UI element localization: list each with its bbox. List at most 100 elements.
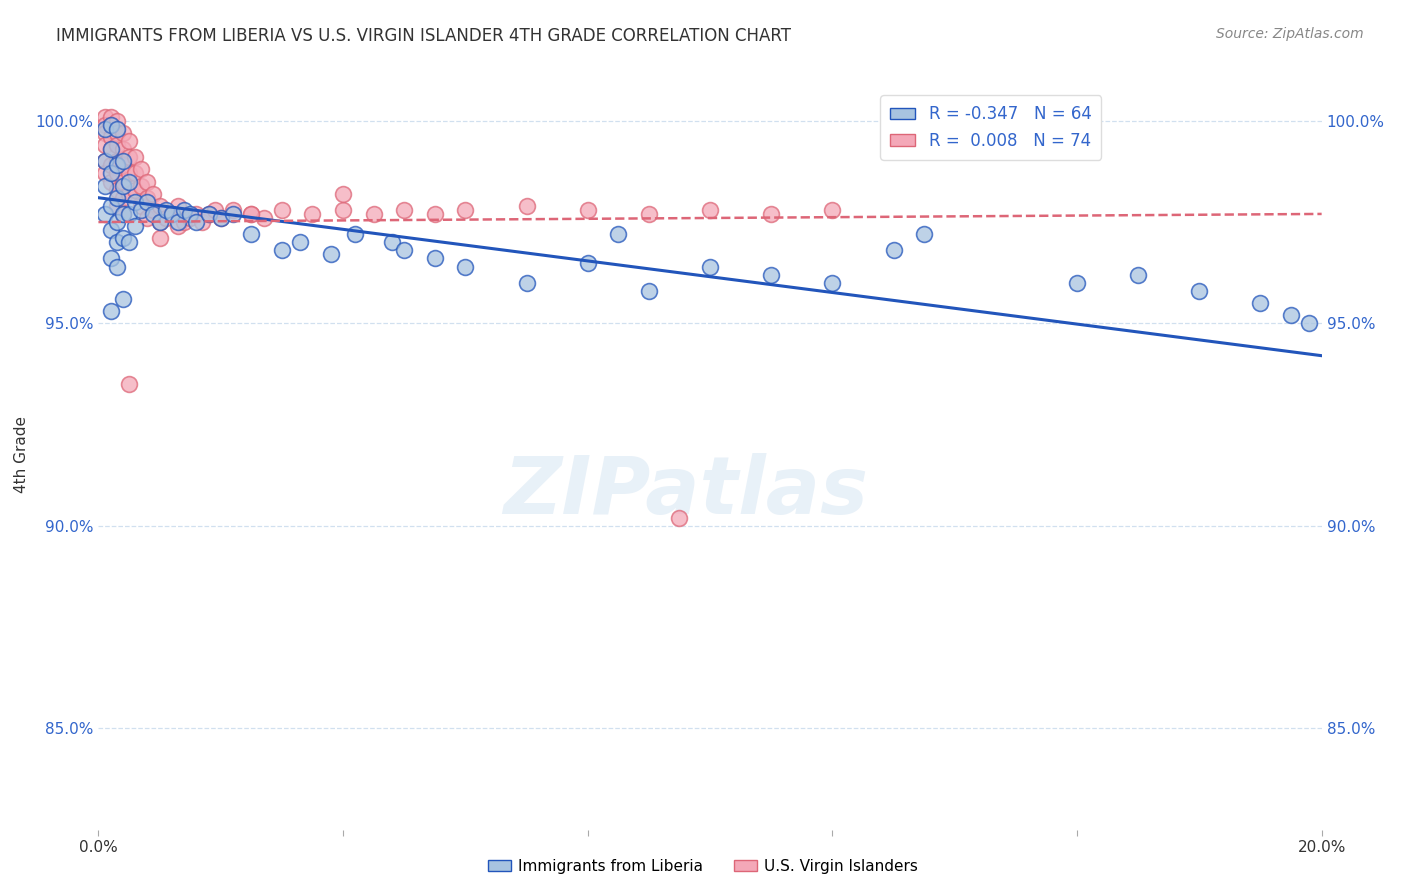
Point: [290, 235, 312, 250]
Point: [100, 118, 122, 132]
Point: [344, 227, 367, 242]
Point: [124, 219, 146, 233]
Point: [142, 186, 165, 201]
Point: [160, 207, 183, 221]
Text: ZIPatlas: ZIPatlas: [503, 453, 868, 532]
Point: [363, 207, 385, 221]
Point: [111, 191, 134, 205]
Point: [105, 166, 128, 180]
Point: [173, 202, 195, 217]
Point: [129, 202, 152, 217]
Point: [100, 158, 122, 172]
Point: [454, 260, 477, 274]
Point: [111, 207, 134, 221]
Y-axis label: 4th Grade: 4th Grade: [14, 417, 28, 493]
Point: [668, 510, 690, 524]
Point: [167, 215, 190, 229]
Point: [204, 202, 226, 217]
Point: [136, 194, 159, 209]
Point: [111, 231, 134, 245]
Point: [699, 260, 721, 274]
Point: [319, 247, 342, 261]
Point: [105, 126, 128, 140]
Point: [222, 202, 245, 217]
Legend: Immigrants from Liberia, U.S. Virgin Islanders: Immigrants from Liberia, U.S. Virgin Isl…: [482, 853, 924, 880]
Point: [124, 183, 146, 197]
Point: [149, 231, 172, 245]
Point: [173, 215, 195, 229]
Point: [136, 175, 159, 189]
Point: [93, 121, 115, 136]
Point: [111, 178, 134, 193]
Point: [93, 154, 115, 169]
Point: [1188, 284, 1211, 298]
Point: [167, 199, 190, 213]
Point: [699, 202, 721, 217]
Point: [883, 244, 905, 258]
Point: [124, 150, 146, 164]
Point: [149, 199, 172, 213]
Point: [100, 166, 122, 180]
Point: [111, 158, 134, 172]
Point: [111, 292, 134, 306]
Point: [136, 211, 159, 225]
Point: [93, 110, 115, 124]
Point: [118, 207, 141, 221]
Point: [912, 227, 935, 242]
Point: [155, 202, 177, 217]
Point: [155, 211, 177, 225]
Point: [105, 121, 128, 136]
Point: [100, 142, 122, 156]
Point: [516, 199, 538, 213]
Point: [118, 134, 141, 148]
Point: [118, 166, 141, 180]
Point: [136, 191, 159, 205]
Point: [111, 126, 134, 140]
Point: [197, 207, 219, 221]
Point: [209, 211, 232, 225]
Point: [149, 215, 172, 229]
Point: [392, 202, 416, 217]
Point: [1066, 276, 1088, 290]
Point: [516, 276, 538, 290]
Point: [191, 215, 214, 229]
Point: [1249, 296, 1271, 310]
Point: [576, 255, 599, 269]
Point: [240, 207, 263, 221]
Point: [270, 202, 292, 217]
Point: [129, 162, 152, 177]
Point: [118, 175, 141, 189]
Point: [129, 199, 152, 213]
Point: [111, 142, 134, 156]
Point: [93, 166, 115, 180]
Point: [105, 215, 128, 229]
Point: [111, 154, 134, 169]
Point: [124, 166, 146, 180]
Point: [1279, 308, 1302, 322]
Point: [167, 219, 190, 233]
Point: [100, 252, 122, 266]
Point: [209, 211, 232, 225]
Point: [100, 118, 122, 132]
Point: [100, 223, 122, 237]
Point: [105, 260, 128, 274]
Point: [105, 154, 128, 169]
Point: [381, 235, 404, 250]
Point: [105, 113, 128, 128]
Point: [759, 268, 782, 282]
Point: [100, 130, 122, 145]
Point: [240, 227, 263, 242]
Point: [423, 207, 446, 221]
Point: [332, 202, 354, 217]
Point: [252, 211, 274, 225]
Point: [105, 183, 128, 197]
Point: [111, 175, 134, 189]
Text: IMMIGRANTS FROM LIBERIA VS U.S. VIRGIN ISLANDER 4TH GRADE CORRELATION CHART: IMMIGRANTS FROM LIBERIA VS U.S. VIRGIN I…: [56, 27, 792, 45]
Point: [93, 138, 115, 153]
Point: [759, 207, 782, 221]
Point: [93, 178, 115, 193]
Point: [105, 199, 128, 213]
Point: [118, 377, 141, 392]
Point: [105, 158, 128, 172]
Point: [93, 207, 115, 221]
